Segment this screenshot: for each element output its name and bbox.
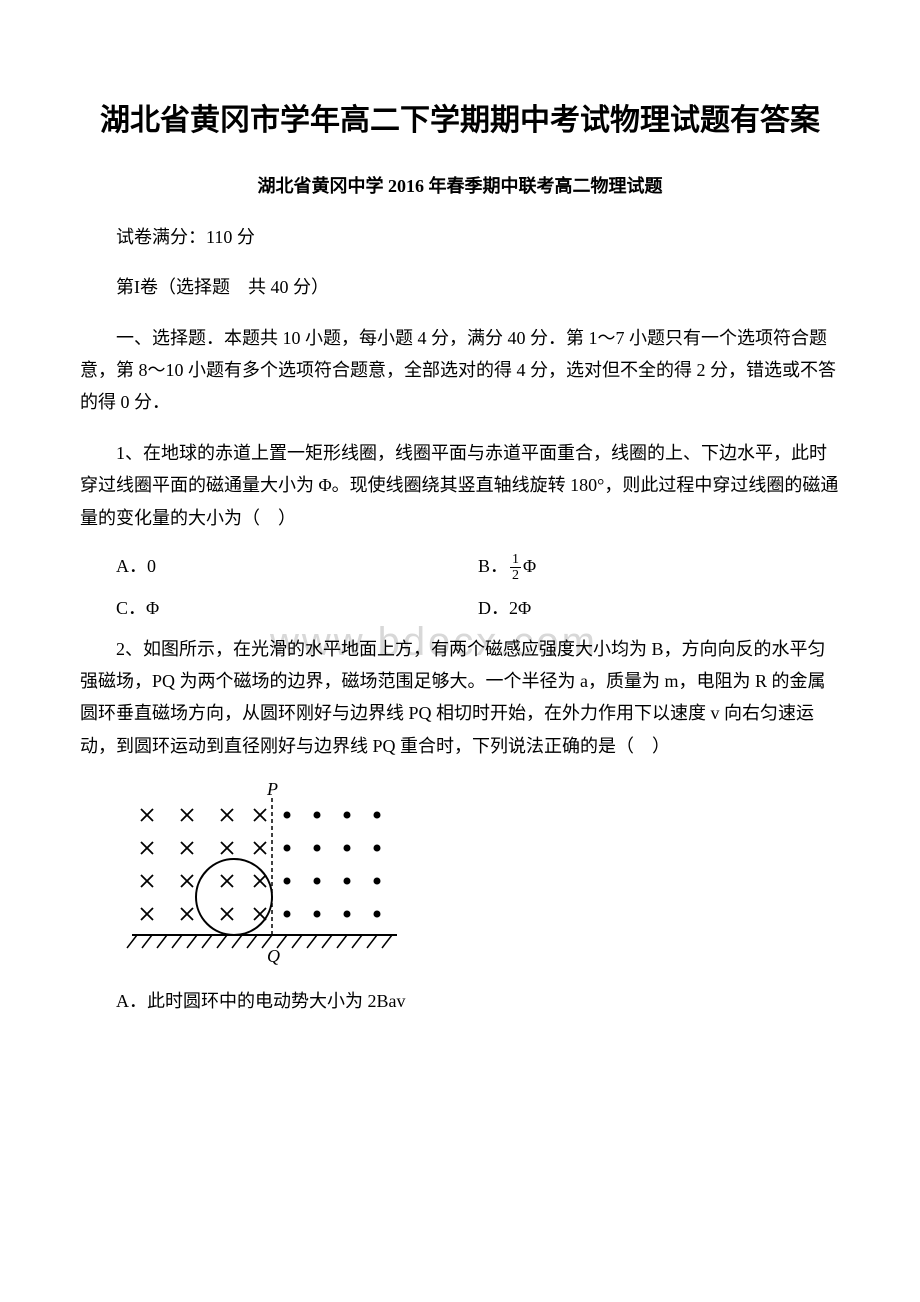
instructions: 一、选择题．本题共 10 小题，每小题 4 分，满分 40 分．第 1～7 小题… (80, 322, 840, 419)
subtitle: 湖北省黄冈中学 2016 年春季期中联考高二物理试题 (80, 172, 840, 201)
q2-diagram: P Q (112, 780, 840, 970)
q1-option-b-phi: Φ (523, 556, 536, 576)
q1-option-d: D．2Φ (478, 594, 840, 623)
ground-hatching (127, 935, 392, 948)
main-title: 湖北省黄冈市学年高二下学期期中考试物理试题有答案 (80, 100, 840, 142)
document-content: 湖北省黄冈市学年高二下学期期中考试物理试题有答案 湖北省黄冈中学 2016 年春… (80, 100, 840, 1017)
left-field-crosses (141, 809, 266, 920)
q1-option-a: A．0 (116, 552, 478, 584)
q1-options-row-1: A．0 B．12Φ (80, 552, 840, 584)
right-field-dots (284, 812, 381, 918)
magnetic-field-diagram: P Q (112, 780, 412, 970)
q1-options-row-2: C．Φ D．2Φ (80, 594, 840, 623)
section-info: 第I卷（选择题 共 40 分） (80, 271, 840, 303)
question-2-text: 2、如图所示，在光滑的水平地面上方，有两个磁感应强度大小均为 B，方向向反的水平… (80, 633, 840, 763)
question-1-text: 1、在地球的赤道上置一矩形线圈，线圈平面与赤道平面重合，线圈的上、下边水平，此时… (80, 437, 840, 534)
label-p: P (266, 780, 278, 799)
q1-option-b-prefix: B． (478, 556, 508, 576)
score-info: 试卷满分：110 分 (80, 221, 840, 253)
q2-option-a: A．此时圆环中的电动势大小为 2Bav (80, 985, 840, 1017)
q1-option-c: C．Φ (116, 594, 478, 623)
fraction-half: 12 (510, 552, 521, 584)
q1-option-b: B．12Φ (478, 552, 840, 584)
label-q: Q (267, 946, 280, 966)
metal-ring (196, 859, 272, 935)
